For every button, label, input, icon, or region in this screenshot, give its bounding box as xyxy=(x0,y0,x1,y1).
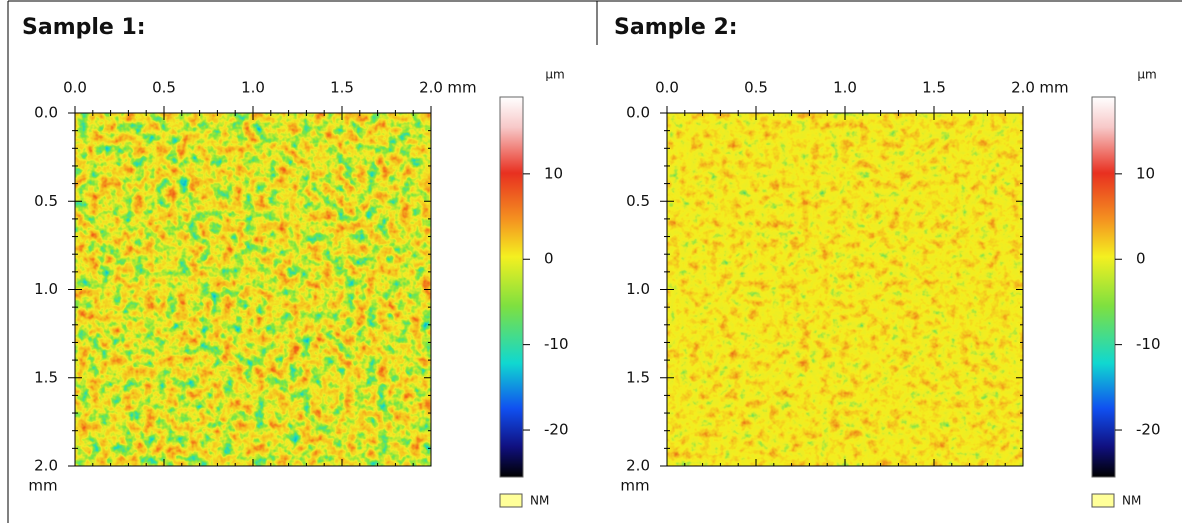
y-unit: mm xyxy=(28,477,57,495)
panel-title: Sample 2: xyxy=(614,15,738,40)
surface-map xyxy=(75,113,431,466)
y-tick-label: 1.0 xyxy=(626,280,650,298)
colorbar-tick-label: 0 xyxy=(1136,250,1146,268)
y-tick-label: 0.5 xyxy=(626,192,650,210)
x-tick-label: 0.0 xyxy=(655,79,679,97)
y-tick-label: 0.5 xyxy=(34,192,58,210)
colorbar-tick-label: -10 xyxy=(544,335,569,353)
panel-title: Sample 1: xyxy=(22,15,146,40)
x-tick-label: 2.0 xyxy=(419,79,443,97)
colorbar xyxy=(1091,96,1116,478)
colorbar xyxy=(499,96,524,478)
y-tick-label: 0.0 xyxy=(34,104,58,122)
table-borders xyxy=(7,0,1182,523)
legend-label: NM xyxy=(530,494,549,508)
x-tick-label: 0.5 xyxy=(744,79,768,97)
colorbar-tick-label: 10 xyxy=(544,164,563,182)
x-tick-label: 0.0 xyxy=(63,79,87,97)
y-tick-label: 0.0 xyxy=(626,104,650,122)
legend-swatch xyxy=(1091,493,1115,508)
y-unit: mm xyxy=(620,477,649,495)
legend-swatch xyxy=(499,493,523,508)
x-tick-label: 1.5 xyxy=(330,79,354,97)
colorbar-tick-label: -10 xyxy=(1136,335,1161,353)
x-tick-label: 0.5 xyxy=(152,79,176,97)
x-unit: mm xyxy=(447,79,476,97)
x-tick-label: 2.0 xyxy=(1011,79,1035,97)
y-tick-label: 1.5 xyxy=(626,368,650,386)
y-tick-label: 1.0 xyxy=(34,280,58,298)
legend-label: NM xyxy=(1122,494,1141,508)
x-unit: mm xyxy=(1039,79,1068,97)
x-tick-label: 1.0 xyxy=(241,79,265,97)
surface-map xyxy=(667,113,1023,466)
y-tick-label: 2.0 xyxy=(626,457,650,475)
colorbar-tick-label: -20 xyxy=(544,421,569,439)
y-tick-label: 2.0 xyxy=(34,457,58,475)
x-tick-label: 1.5 xyxy=(922,79,946,97)
colorbar-unit: µm xyxy=(1137,68,1156,82)
colorbar-unit: µm xyxy=(545,68,564,82)
colorbar-tick-label: 0 xyxy=(544,250,554,268)
y-tick-label: 1.5 xyxy=(34,368,58,386)
colorbar-tick-label: -20 xyxy=(1136,421,1161,439)
x-tick-label: 1.0 xyxy=(833,79,857,97)
colorbar-tick-label: 10 xyxy=(1136,164,1155,182)
